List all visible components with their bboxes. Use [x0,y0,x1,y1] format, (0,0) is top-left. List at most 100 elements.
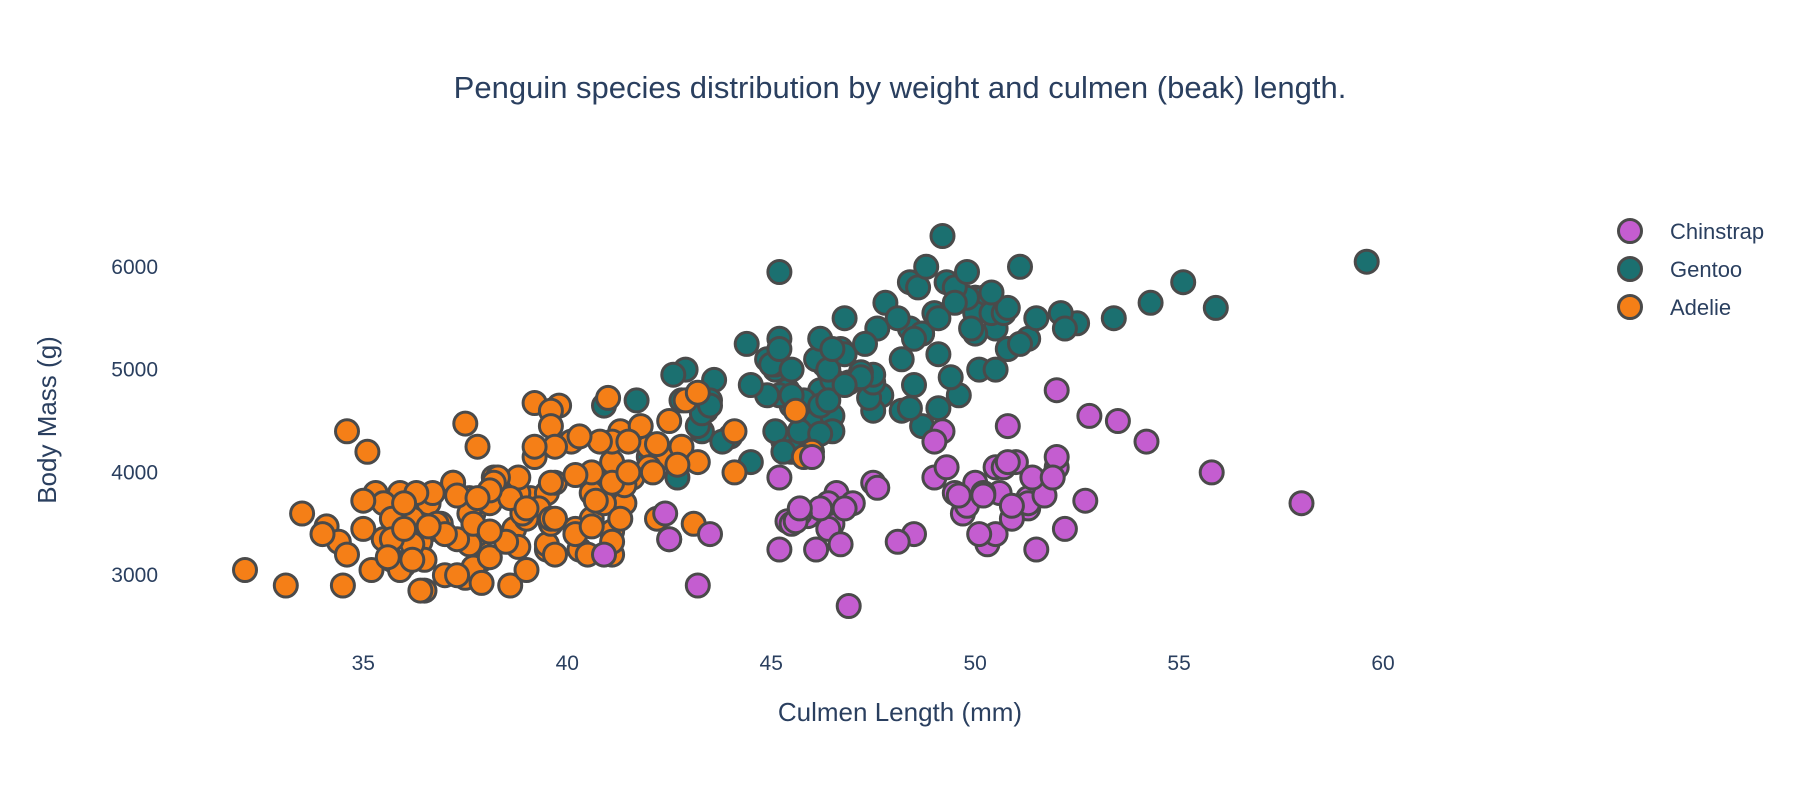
chart-title: Penguin species distribution by weight a… [454,70,1347,105]
data-point-gentoo [958,315,985,342]
data-point-chinstrap [1043,377,1070,404]
data-point-gentoo [819,336,846,362]
data-point-adelie [464,485,491,512]
data-point-chinstrap [591,541,617,568]
data-point-adelie [721,459,748,486]
data-point-gentoo [901,325,927,352]
data-point-adelie [354,438,381,465]
data-point-adelie [374,544,401,571]
data-point-adelie [309,521,336,548]
data-point-chinstrap [933,454,960,481]
data-point-adelie [542,541,568,568]
data-point-adelie [452,410,479,437]
data-point-gentoo [1137,289,1164,316]
data-point-adelie [476,518,503,545]
data-point-gentoo [1023,305,1050,332]
data-point-adelie [329,572,356,599]
legend-marker-gentoo [1617,256,1643,282]
data-point-chinstrap [1104,408,1131,434]
data-point-adelie [582,487,609,514]
data-point-chinstrap [994,413,1021,440]
data-point-chinstrap [1023,536,1050,563]
data-point-adelie [721,418,748,445]
data-point-chinstrap [1039,464,1066,491]
data-point-adelie [272,572,299,599]
data-point-adelie [415,513,442,540]
data-point-chinstrap [766,536,793,563]
data-point-chinstrap [884,528,911,555]
data-point-chinstrap [864,474,891,501]
data-point-adelie [464,433,491,460]
data-point-chinstrap [827,531,854,558]
y-tick-label: 5000 [111,359,158,382]
data-point-chinstrap [684,572,711,599]
data-point-adelie [656,408,683,434]
x-tick-label: 50 [963,652,986,675]
legend: Chinstrap Gentoo Adelie [1617,218,1764,320]
data-point-gentoo [1202,294,1229,321]
data-point-adelie [232,557,258,583]
data-point-adelie [289,500,316,527]
data-point-adelie [468,569,495,596]
series-chinstrap [591,377,1315,619]
data-point-adelie [684,379,711,406]
data-point-gentoo [1100,305,1127,332]
data-point-gentoo [1353,248,1380,275]
data-point-adelie [615,428,642,455]
x-tick-label: 40 [556,652,579,675]
data-point-gentoo [925,305,952,332]
data-point-gentoo [831,305,858,332]
y-tick-label: 6000 [111,256,158,279]
data-point-gentoo [831,372,858,398]
data-point-gentoo [929,223,956,249]
plot-area [232,223,1380,619]
data-point-adelie [595,384,622,411]
data-point-chinstrap [766,464,793,491]
data-point-gentoo [901,372,927,398]
data-point-gentoo [982,356,1009,383]
data-point-gentoo [766,336,793,362]
data-point-gentoo [925,341,952,368]
legend-item-adelie: Adelie [1617,294,1731,320]
data-point-adelie [513,557,540,583]
data-point-adelie [644,431,670,458]
data-point-chinstrap [835,593,862,619]
data-point-adelie [607,505,634,532]
data-point-adelie [615,459,642,486]
data-point-adelie [391,515,418,542]
data-point-chinstrap [1076,402,1103,429]
data-point-adelie [537,469,564,496]
data-point-chinstrap [1043,444,1070,470]
data-point-gentoo [896,395,923,422]
legend-item-gentoo: Gentoo [1617,256,1742,282]
data-point-gentoo [978,279,1005,306]
data-point-adelie [513,495,540,522]
x-axis-ticks: 35 40 45 50 55 60 [352,652,1395,675]
data-point-gentoo [925,395,952,422]
data-point-adelie [391,490,418,517]
data-point-chinstrap [697,521,723,548]
data-point-adelie [476,544,503,571]
data-point-adelie [350,487,377,514]
data-point-chinstrap [998,492,1025,519]
data-point-gentoo [778,356,805,383]
data-point-adelie [542,505,568,532]
data-point-gentoo [888,346,915,373]
y-axis-title: Body Mass (g) [32,336,62,504]
data-point-adelie [664,451,691,478]
data-point-gentoo [766,259,793,285]
legend-marker-adelie [1617,294,1643,320]
x-tick-label: 60 [1371,652,1394,675]
data-point-chinstrap [786,495,813,522]
legend-label-adelie: Adelie [1670,295,1731,320]
data-point-gentoo [913,253,940,280]
data-point-gentoo [1007,330,1033,357]
y-axis-ticks: 3000 4000 5000 6000 [111,256,158,587]
data-point-chinstrap [994,449,1021,476]
data-point-chinstrap [970,482,997,509]
data-point-adelie [334,418,360,445]
x-tick-label: 35 [352,652,375,675]
data-point-adelie [578,513,605,540]
data-point-chinstrap [945,482,972,509]
data-point-chinstrap [1198,459,1225,486]
